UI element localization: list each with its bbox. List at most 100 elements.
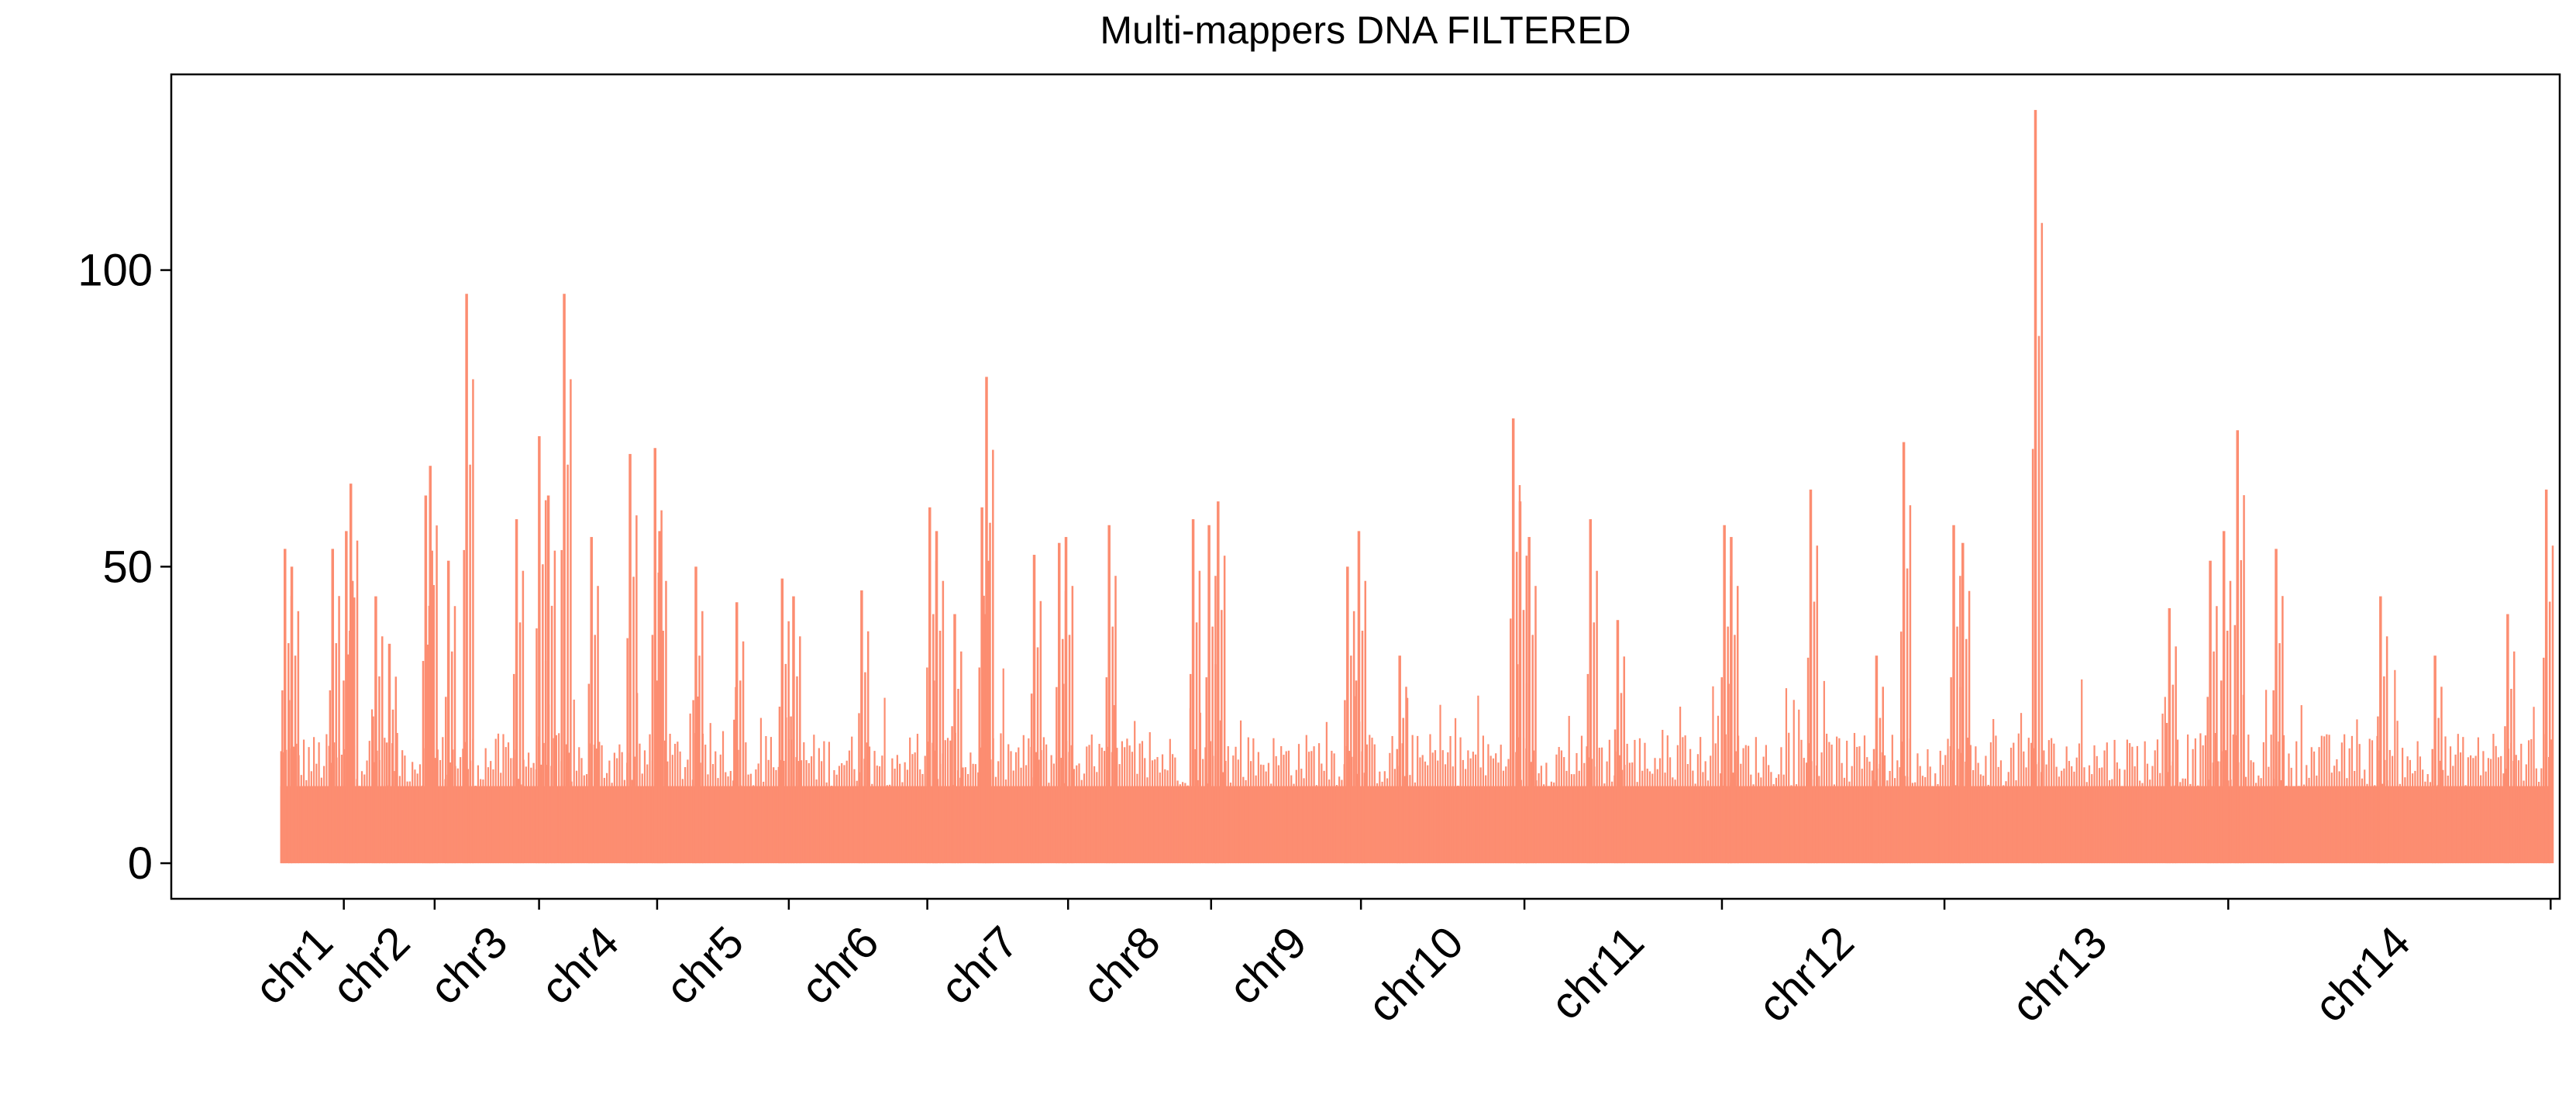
genome-bin-bar <box>575 770 578 864</box>
genome-bin-bar <box>1204 747 1207 864</box>
peak-shoulder-bar <box>1195 622 1198 864</box>
genome-bin-bar <box>1507 759 1510 864</box>
genome-bin-bar <box>2310 747 2313 864</box>
genome-bin-bar <box>1919 766 1921 864</box>
peak-shoulder-bar <box>294 656 297 864</box>
peak-bar <box>1589 519 1593 864</box>
peak-shoulder-bar <box>632 576 635 864</box>
genome-bin-bar <box>1389 752 1391 864</box>
peak-bar <box>2222 531 2226 864</box>
genome-bin-bar <box>2189 783 2192 864</box>
genome-bin-bar <box>1666 735 1669 864</box>
genome-bin-bar <box>2346 778 2348 864</box>
peak-shoulder-bar <box>858 713 860 864</box>
y-tick-label: 0 <box>128 838 153 889</box>
genome-bin-bar <box>1704 761 1706 864</box>
genome-bin-bar <box>401 750 404 864</box>
genome-bin-bar <box>1219 720 1222 864</box>
genome-bin-bar <box>800 760 803 864</box>
genome-bin-bar <box>2454 754 2457 864</box>
genome-bin-bar <box>2336 759 2338 864</box>
genome-bin-bar <box>1487 744 1489 864</box>
peak-shoulder-bar <box>2440 686 2443 864</box>
genome-bin-bar <box>1752 784 1755 864</box>
peak-shoulder-bar <box>1405 686 1407 864</box>
genome-bin-bar <box>2192 748 2194 864</box>
genome-bin-bar <box>2406 756 2409 864</box>
peak-bar <box>515 519 518 864</box>
genome-bin-bar <box>1871 770 1873 864</box>
genome-bin-bar <box>1931 786 1934 864</box>
genome-bin-bar <box>2422 769 2424 864</box>
genome-bin-bar <box>613 752 615 864</box>
genome-bin-bar <box>2214 733 2217 864</box>
genome-bin-bar <box>1578 770 1580 864</box>
genome-bin-bar <box>916 734 919 864</box>
genome-bin-bar <box>482 779 484 864</box>
genome-bin-bar <box>2146 763 2149 864</box>
genome-bin-bar <box>1540 766 1542 864</box>
genome-bin-bar <box>505 747 507 864</box>
peak-shoulder-bar <box>1344 700 1346 864</box>
genome-bin-bar <box>1586 746 1588 864</box>
genome-bin-bar <box>757 763 759 864</box>
genome-bin-bar <box>677 742 679 864</box>
genome-bin-bar <box>2530 739 2533 864</box>
genome-bin-bar <box>765 736 767 864</box>
genome-bin-bar <box>1750 774 1752 864</box>
genome-bin-bar <box>2131 746 2133 864</box>
genome-bin-bar <box>1247 737 1249 864</box>
peak-shoulder-bar <box>587 683 591 864</box>
peak-shoulder-bar <box>698 656 701 864</box>
genome-bin-bar <box>467 769 469 864</box>
genome-bin-bar <box>1424 761 1427 864</box>
genome-bin-bar <box>2381 783 2384 864</box>
genome-bin-bar <box>1790 785 1793 864</box>
peak-bar <box>1191 519 1195 864</box>
genome-bin-bar <box>2262 742 2264 864</box>
genome-bin-bar <box>633 756 636 864</box>
genome-bin-bar <box>517 779 520 864</box>
genome-bin-bar <box>669 733 671 864</box>
genome-bin-bar <box>1999 760 2003 864</box>
peak-shoulder-bar <box>742 641 745 864</box>
genome-bin-bar <box>643 750 646 864</box>
genome-bin-bar <box>1775 777 1778 864</box>
genome-bin-bar <box>2424 781 2426 864</box>
genome-bin-bar <box>1866 757 1868 864</box>
genome-bin-bar <box>1492 758 1495 864</box>
genome-bin-bar <box>1086 746 1088 864</box>
chart-title: Multi-mappers DNA FILTERED <box>1100 9 1631 52</box>
genome-bin-bar <box>1899 767 1901 864</box>
genome-bin-bar <box>767 759 770 864</box>
genome-bin-bar <box>2464 785 2467 864</box>
genome-bin-bar <box>2404 777 2406 864</box>
genome-bin-bar <box>1830 744 1833 864</box>
genome-bin-bar <box>312 737 315 864</box>
genome-bin-bar <box>1826 733 1828 864</box>
peak-shoulder-bar <box>957 689 959 864</box>
genome-bin-bar <box>558 733 560 864</box>
genome-bin-bar <box>1646 769 1648 864</box>
peak-shoulder-bar <box>2431 748 2433 864</box>
genome-bin-bar <box>1921 776 1924 864</box>
genome-bin-bar <box>2285 785 2288 864</box>
peak-shoulder-bar <box>394 676 398 864</box>
genome-bin-bar <box>1103 751 1106 864</box>
genome-bin-bar <box>833 769 835 864</box>
genome-bin-bar <box>1088 745 1090 864</box>
genome-bin-bar <box>1116 748 1118 864</box>
peak-shoulder-bar <box>2551 545 2554 864</box>
genome-bin-bar <box>1911 783 1914 864</box>
genome-bin-bar <box>1138 743 1141 864</box>
genome-bin-bar <box>2244 776 2247 864</box>
peak-shoulder-bar <box>1872 748 1875 864</box>
genome-bin-bar <box>2485 771 2487 864</box>
genome-bin-bar <box>1883 755 1886 864</box>
peak-bar <box>1064 537 1068 864</box>
genome-bin-bar <box>1744 745 1747 864</box>
genome-bin-bar <box>1618 755 1620 864</box>
genome-bin-bar <box>1434 750 1437 864</box>
genome-bin-bar <box>1497 762 1500 864</box>
peak-shoulder-bar <box>1361 631 1364 864</box>
